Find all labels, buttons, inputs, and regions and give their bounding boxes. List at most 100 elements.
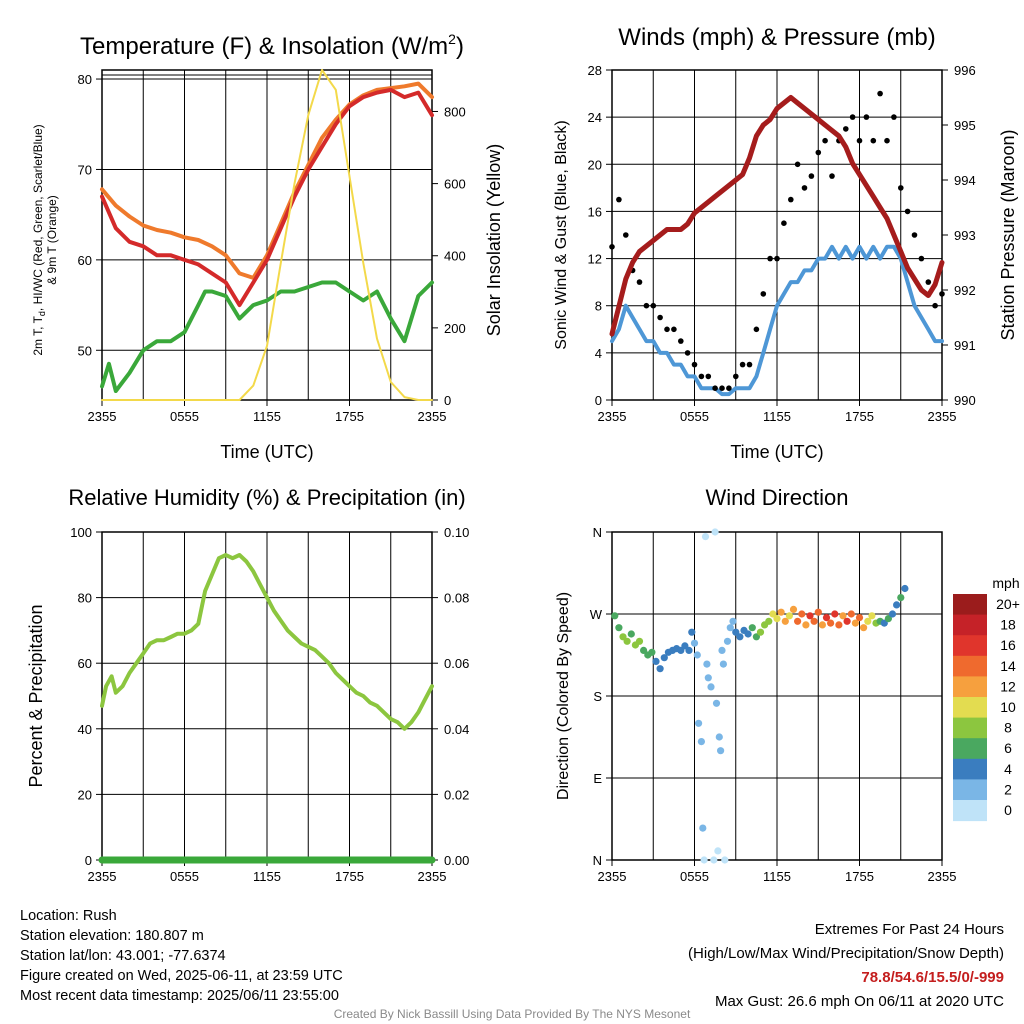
y-tick-label: 28 bbox=[588, 63, 602, 78]
gust-point bbox=[705, 373, 712, 380]
legend-swatch bbox=[953, 779, 987, 801]
wind-direction-point bbox=[648, 648, 656, 656]
wind-direction-point bbox=[717, 747, 725, 755]
wind-direction-point bbox=[635, 637, 644, 645]
max-gust-text: Max Gust: 26.6 mph On 06/11 at 2020 UTC bbox=[714, 993, 1004, 1010]
x-tick-label: 1155 bbox=[253, 409, 281, 424]
wind-direction-point bbox=[897, 594, 905, 602]
wind-direction-point bbox=[888, 610, 897, 618]
wind-direction-point bbox=[822, 614, 831, 622]
gust-point bbox=[849, 114, 856, 120]
wind-direction-point bbox=[839, 612, 847, 620]
gust-point bbox=[774, 255, 780, 262]
gust-point bbox=[911, 232, 918, 238]
y-tick-label: 20 bbox=[588, 157, 602, 172]
x-axis-label: Time (UTC) bbox=[220, 442, 313, 462]
wind-direction-point bbox=[723, 637, 732, 645]
y-tick-label: 24 bbox=[588, 110, 602, 125]
relative-humidity-line bbox=[100, 553, 434, 731]
wind-direction-point bbox=[701, 533, 710, 541]
gust-point bbox=[870, 137, 877, 144]
y2-tick-label: 0 bbox=[444, 393, 451, 408]
legend-swatch bbox=[953, 717, 987, 739]
y2-tick-label: 0.10 bbox=[444, 525, 469, 540]
x-tick-label: 1755 bbox=[335, 409, 364, 424]
wind-direction-point bbox=[814, 608, 822, 616]
y2-tick-label: 0.06 bbox=[444, 656, 469, 671]
gust-point bbox=[698, 373, 705, 380]
gust-point bbox=[753, 326, 760, 333]
gust-point bbox=[822, 137, 828, 144]
y-tick-label: 70 bbox=[78, 162, 92, 177]
y-tick-label: 16 bbox=[588, 204, 602, 219]
wind-direction-point bbox=[627, 630, 635, 638]
wind-direction-point bbox=[785, 612, 794, 620]
wind-direction-point bbox=[656, 665, 664, 673]
y-tick-label: 20 bbox=[78, 787, 92, 802]
legend-swatch bbox=[953, 738, 987, 760]
wind-direction-point bbox=[710, 856, 718, 864]
y2-tick-label: 995 bbox=[954, 118, 976, 133]
wind-direction-point bbox=[660, 654, 668, 662]
wind-direction-point bbox=[901, 584, 909, 593]
gust-point bbox=[939, 291, 945, 297]
wind-direction-point bbox=[810, 617, 818, 625]
wind-direction-point bbox=[707, 683, 715, 691]
gust-point bbox=[726, 385, 732, 392]
wind-direction-point bbox=[736, 633, 744, 641]
gust-point bbox=[801, 185, 808, 191]
y-tick-label: 80 bbox=[78, 591, 92, 606]
y-axis-label: Direction (Colored By Speed) bbox=[555, 592, 572, 800]
gust-point bbox=[829, 173, 835, 179]
wind-direction-point bbox=[690, 639, 699, 647]
y2-tick-label: 400 bbox=[444, 249, 466, 264]
wind-direction-point bbox=[843, 617, 851, 625]
y2-tick-label: 0.04 bbox=[444, 722, 469, 737]
gust-point bbox=[918, 255, 925, 262]
x-tick-label: 2355 bbox=[598, 869, 627, 884]
x-tick-label: 2355 bbox=[88, 409, 117, 424]
y2-tick-label: 992 bbox=[954, 283, 976, 298]
gust-point bbox=[636, 279, 643, 285]
recent-data-text: Most recent data timestamp: 2025/06/11 2… bbox=[20, 988, 339, 1004]
y-tick-label: 8 bbox=[595, 299, 602, 314]
gust-point bbox=[657, 314, 663, 321]
x-tick-label: 2355 bbox=[598, 409, 627, 424]
gust-point bbox=[684, 350, 691, 356]
extremes-panel: Extremes For Past 24 Hours (High/Low/Max… bbox=[688, 918, 1004, 1014]
gust-point bbox=[746, 361, 753, 368]
x-tick-label: 2355 bbox=[88, 869, 117, 884]
dewpoint-line bbox=[100, 280, 434, 393]
wind-direction-point bbox=[695, 719, 703, 727]
meteogram-figure: 2355 0555 1155 1755 235550607080020040060080… bbox=[26, 24, 1020, 884]
y2-axis-label: Solar Insolation (Yellow) bbox=[484, 144, 504, 336]
x-tick-label: 0555 bbox=[680, 409, 709, 424]
y2-tick-label: 0.02 bbox=[444, 787, 469, 802]
legend-label: 10 bbox=[1000, 699, 1016, 715]
y-axis-label: Percent & Precipitation bbox=[26, 604, 46, 787]
y-axis-label: 2m T, Td, HI/WC (Red, Green, Scarlet/Blu… bbox=[31, 124, 47, 355]
y-tick-label: 0 bbox=[595, 393, 602, 408]
panel-temp: 2355 0555 1155 1755 235550607080020040060080… bbox=[31, 31, 504, 462]
wind-direction-point bbox=[700, 856, 708, 864]
y-tick-label: 40 bbox=[78, 722, 92, 737]
gust-point bbox=[643, 302, 650, 309]
wind-direction-point bbox=[732, 628, 740, 636]
legend-label: 2 bbox=[1004, 781, 1012, 797]
wind-direction-point bbox=[685, 646, 693, 655]
x-tick-label: 1755 bbox=[845, 869, 874, 884]
gust-point bbox=[781, 220, 787, 226]
gust-point bbox=[856, 137, 863, 144]
wind-direction-point bbox=[835, 621, 843, 629]
solar-insolation-line bbox=[101, 69, 433, 401]
legend-swatch bbox=[953, 800, 987, 822]
y-tick-label: W bbox=[590, 607, 603, 622]
legend-swatch bbox=[953, 676, 987, 698]
legend-label: 18 bbox=[1000, 617, 1016, 633]
legend-label: 12 bbox=[1000, 678, 1016, 694]
gust-point bbox=[733, 373, 739, 380]
wind-direction-point bbox=[714, 847, 722, 855]
x-tick-label: 2355 bbox=[418, 409, 447, 424]
x-axis-label: Time (UTC) bbox=[730, 442, 823, 462]
